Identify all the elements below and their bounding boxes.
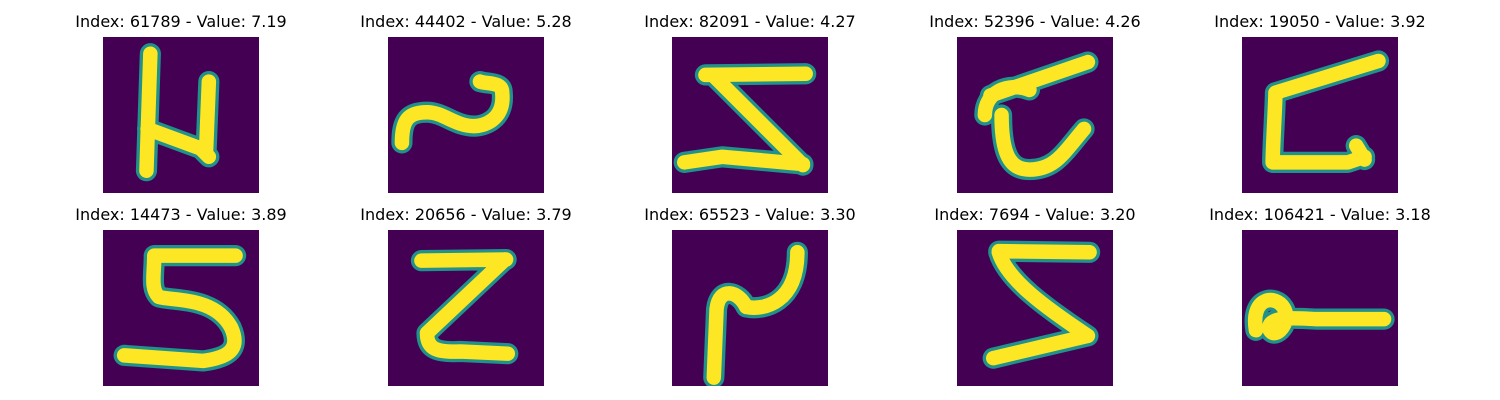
digit-glyph-svg <box>103 37 259 193</box>
digit-image <box>672 37 828 193</box>
digit-image <box>957 37 1113 193</box>
digit-glyph-svg <box>103 230 259 386</box>
digit-image <box>1242 230 1398 386</box>
digit-glyph-svg <box>388 37 544 193</box>
panel-title: Index: 19050 - Value: 3.92 <box>1170 12 1470 31</box>
digit-glyph-svg <box>1242 37 1398 193</box>
digit-glyph-svg <box>388 230 544 386</box>
digit-glyph-svg <box>672 230 828 386</box>
panel-title: Index: 82091 - Value: 4.27 <box>600 12 900 31</box>
panel-title: Index: 14473 - Value: 3.89 <box>31 205 331 224</box>
digit-image <box>103 230 259 386</box>
image-background <box>103 37 259 193</box>
panel-title: Index: 20656 - Value: 3.79 <box>316 205 616 224</box>
digit-glyph-svg <box>672 37 828 193</box>
panel-title: Index: 61789 - Value: 7.19 <box>31 12 331 31</box>
panel-title: Index: 106421 - Value: 3.18 <box>1170 205 1470 224</box>
digit-glyph-svg <box>957 37 1113 193</box>
panel-title: Index: 44402 - Value: 5.28 <box>316 12 616 31</box>
digit-image <box>1242 37 1398 193</box>
panel-title: Index: 65523 - Value: 3.30 <box>600 205 900 224</box>
digit-image <box>103 37 259 193</box>
panel-title: Index: 52396 - Value: 4.26 <box>885 12 1185 31</box>
digit-image <box>388 37 544 193</box>
digit-image <box>388 230 544 386</box>
digit-glyph-svg <box>1242 230 1398 386</box>
digit-image <box>672 230 828 386</box>
digit-glyph-svg <box>957 230 1113 386</box>
panel-title: Index: 7694 - Value: 3.20 <box>885 205 1185 224</box>
digit-image <box>957 230 1113 386</box>
